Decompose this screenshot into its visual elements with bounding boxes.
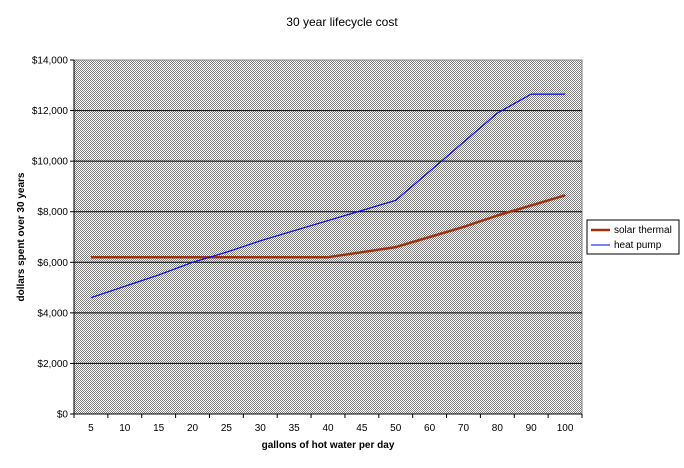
y-tick-label: $0 [57, 410, 69, 421]
series-line-heat-pump [90, 93, 566, 299]
x-tick-label: 90 [526, 423, 538, 434]
x-axis-ticks: 5 10 15 20 25 30 35 40 45 50 60 70 80 90 100 [73, 413, 583, 434]
y-tick-label: $6,000 [37, 258, 68, 269]
x-tick-label: 10 [119, 423, 131, 434]
y-tick-label: $14,000 [32, 56, 69, 67]
legend: solar thermal heat pump [586, 219, 680, 255]
x-tick-label: 35 [289, 423, 301, 434]
x-tick-label: 20 [187, 423, 199, 434]
x-axis-title: gallons of hot water per day [262, 440, 395, 451]
series-line-solar-thermal [90, 194, 566, 259]
y-tick-label: $2,000 [37, 359, 68, 370]
x-tick-label: 25 [221, 423, 233, 434]
legend-label-heat-pump: heat pump [614, 240, 662, 251]
y-axis-ticks: $0 $2,000 $4,000 $6,000 $8,000 $10,000 $12,000… [32, 56, 75, 421]
x-tick-label: 100 [557, 423, 574, 434]
x-tick-label: 70 [458, 423, 470, 434]
x-tick-label: 30 [255, 423, 267, 434]
y-axis-title: dollars spent over 30 years [16, 172, 27, 301]
plot-area [73, 59, 583, 415]
x-tick-label: 5 [88, 423, 94, 434]
legend-box [586, 219, 680, 255]
series-lines [90, 93, 566, 299]
x-tick-label: 60 [424, 423, 436, 434]
y-tick-label: $8,000 [37, 207, 68, 218]
y-tick-label: $4,000 [37, 308, 68, 319]
y-tick-label: $12,000 [32, 106, 69, 117]
x-tick-label: 45 [356, 423, 368, 434]
gridlines [74, 110, 582, 364]
legend-label-solar-thermal: solar thermal [614, 225, 672, 236]
x-tick-label: 80 [492, 423, 504, 434]
x-tick-label: 40 [322, 423, 334, 434]
chart-title: 30 year lifecycle cost [286, 15, 398, 29]
x-tick-label: 50 [390, 423, 402, 434]
x-tick-label: 15 [153, 423, 165, 434]
y-tick-label: $10,000 [32, 157, 69, 168]
